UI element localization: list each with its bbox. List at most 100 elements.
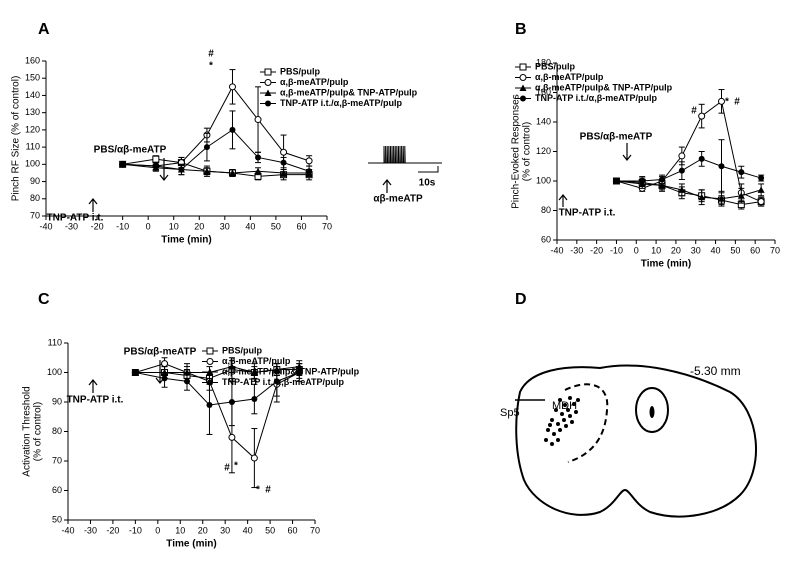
x-axis-label: Time (min)	[161, 235, 211, 246]
x-tick-label: -40	[39, 221, 52, 231]
brainstem-section	[515, 364, 757, 518]
marker	[152, 163, 159, 170]
marker	[296, 369, 303, 376]
marker	[206, 347, 214, 355]
neuron-dot	[556, 422, 560, 426]
x-tick-label: 50	[730, 245, 740, 255]
y-tick-label: 180	[536, 57, 551, 67]
annotation: *	[725, 97, 729, 108]
y-tick-label: 70	[52, 455, 62, 465]
x-tick-label: 20	[194, 221, 204, 231]
x-tick-label: 30	[691, 245, 701, 255]
arrow-head	[382, 179, 392, 186]
x-tick-label: 10	[651, 245, 661, 255]
section-outline	[515, 364, 757, 518]
marker	[678, 152, 686, 160]
panel-letter: A	[38, 21, 50, 38]
marker	[119, 161, 126, 168]
annotation: PBS/αβ-meATP	[94, 145, 167, 156]
x-tick-label: -30	[570, 245, 583, 255]
x-tick-label: -20	[91, 221, 104, 231]
marker	[203, 167, 211, 175]
y-tick-label: 110	[48, 337, 62, 347]
neuron-dot	[558, 428, 562, 432]
legend-label: α,β-meATP/pulp	[222, 356, 291, 366]
x-tick-label: 50	[271, 221, 281, 231]
annotation: #	[208, 49, 214, 60]
marker	[280, 148, 288, 156]
x-tick-label: 40	[243, 525, 253, 535]
x-tick-label: 0	[146, 221, 151, 231]
marker	[658, 181, 666, 189]
marker	[280, 169, 288, 176]
region-label: Sp5	[500, 407, 520, 419]
marker	[698, 193, 706, 201]
annotation: TNP-ATP i.t.	[47, 213, 104, 224]
y-tick-label: 80	[30, 193, 40, 203]
x-tick-label: 60	[750, 245, 760, 255]
neuron-dot	[572, 402, 576, 406]
series-line	[616, 180, 762, 200]
x-tick-label: -10	[610, 245, 623, 255]
legend-label: α,β-meATP/pulp& TNP-ATP/pulp	[222, 366, 360, 376]
neuron-dot	[546, 428, 550, 432]
x-tick-label: 20	[671, 245, 681, 255]
y-tick-label: 70	[30, 210, 40, 220]
marker	[738, 169, 745, 176]
x-tick-label: 10	[169, 221, 179, 231]
canal-outline	[635, 387, 669, 433]
marker	[250, 369, 258, 376]
marker	[132, 369, 139, 376]
marker	[203, 144, 210, 151]
x-tick-label: 20	[198, 525, 208, 535]
series-line	[135, 363, 300, 459]
marker	[519, 63, 527, 71]
neuron-dot	[568, 414, 572, 418]
series-line	[122, 129, 310, 172]
x-tick-label: 50	[265, 525, 275, 535]
marker	[228, 83, 236, 91]
x-tick-label: 60	[296, 221, 306, 231]
central-canal	[649, 406, 655, 418]
marker	[207, 379, 213, 386]
arrow-head	[88, 379, 98, 386]
series	[613, 139, 765, 194]
x-tick-label: 0	[634, 245, 639, 255]
y-tick-label: 160	[536, 87, 551, 97]
arrow-head	[622, 154, 632, 161]
marker	[305, 157, 313, 165]
marker	[206, 401, 213, 408]
arrow-head	[155, 377, 165, 384]
neuron-dot	[562, 418, 566, 422]
series-line	[616, 158, 762, 182]
marker	[228, 399, 235, 405]
neuron-dot	[564, 424, 568, 428]
marker	[659, 176, 666, 183]
x-tick-label: 70	[770, 245, 780, 255]
y-tick-label: 90	[30, 176, 40, 186]
y-axis-label: Pinch RF Size (% of control)	[11, 76, 22, 202]
marker	[228, 363, 236, 370]
neuron-dot	[566, 408, 570, 412]
legend-label: α,β-meATP/pulp& TNP-ATP/pulp	[280, 87, 418, 97]
marker	[273, 378, 280, 385]
level-label: -5.30 mm	[690, 364, 741, 378]
neuron-dot	[552, 432, 556, 436]
marker	[178, 166, 185, 173]
inset-trace	[368, 145, 442, 164]
marker	[264, 79, 272, 86]
annotation: 10s	[419, 178, 436, 189]
marker	[228, 433, 236, 441]
legend-label: α,β-meATP/pulp	[280, 77, 349, 87]
x-tick-label: 40	[245, 221, 255, 231]
labeled-neurons	[544, 396, 580, 446]
arrow-head	[558, 194, 568, 201]
x-tick-label: -10	[116, 221, 129, 231]
neuron-dot	[550, 442, 554, 446]
marker	[265, 100, 271, 107]
y-axis-label: Activation Threshold	[22, 386, 33, 476]
marker	[255, 154, 262, 161]
annotation: *	[256, 485, 260, 496]
x-tick-label: -10	[129, 525, 142, 535]
